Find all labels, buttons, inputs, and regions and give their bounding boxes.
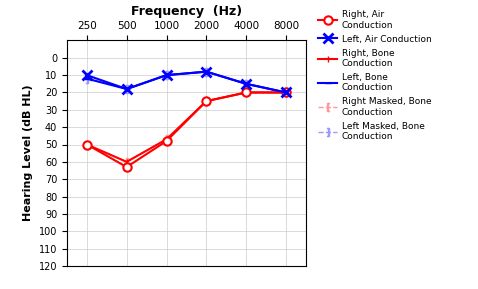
Y-axis label: Hearing Level (dB HL): Hearing Level (dB HL) [23,85,33,221]
X-axis label: Frequency  (Hz): Frequency (Hz) [131,5,242,18]
Legend: Right, Air
Conduction, Left, Air Conduction, Right, Bone
Conduction, Left, Bone
: Right, Air Conduction, Left, Air Conduct… [317,10,432,141]
